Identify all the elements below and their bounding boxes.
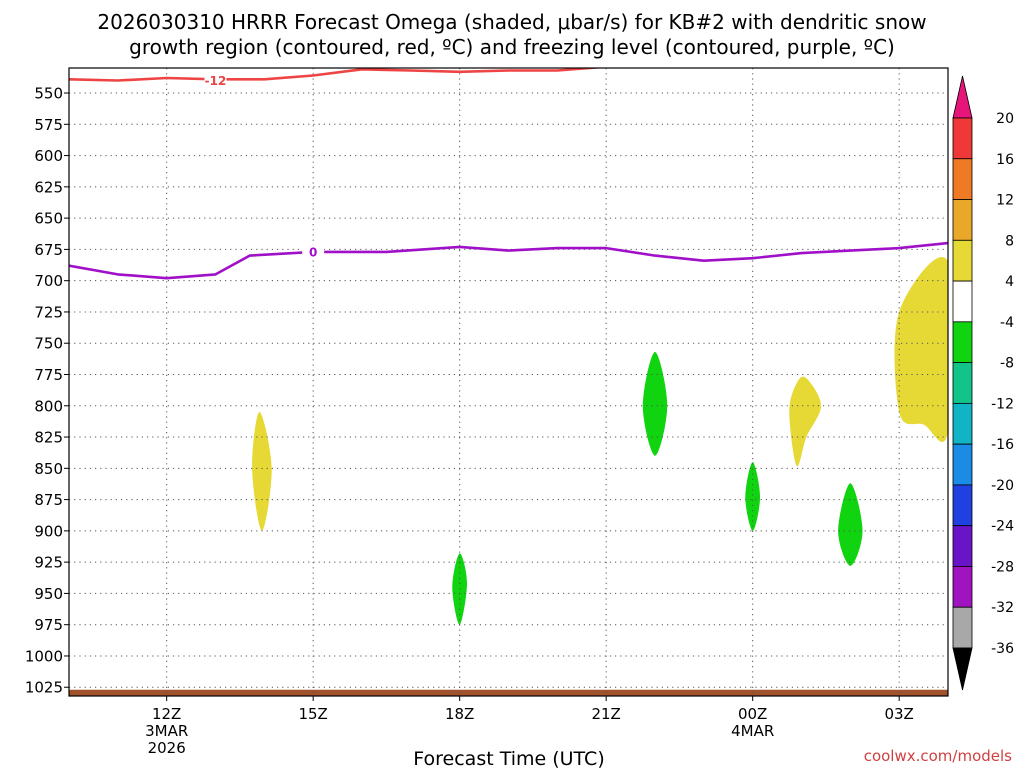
y-tick-label: 700 (34, 272, 63, 290)
colorbar-level-label: -28 (991, 559, 1014, 575)
y-tick-label: 950 (34, 585, 63, 603)
chart-title-line2: growth region (contoured, red, ºC) and f… (129, 35, 895, 59)
colorbar-level-label: -8 (1000, 356, 1014, 372)
contour-label-bg (302, 244, 325, 259)
y-tick-label: 725 (34, 303, 63, 321)
colorbar: 20 16 12 8 4 -4 -8 -12 -16 -20 -24 -28 -32 -36 (952, 75, 1014, 691)
y-tick-label: 850 (34, 460, 63, 478)
colorbar-band (952, 321, 973, 364)
x-tick-label: 03Z (884, 705, 913, 723)
colorbar-band (952, 402, 973, 445)
contour-line (69, 68, 607, 82)
plot-frame (68, 67, 949, 697)
omega-shaded-region (745, 462, 760, 531)
y-tick-label: 675 (34, 241, 63, 259)
colorbar-level-label: -20 (991, 478, 1014, 494)
y-tick-label: 875 (34, 491, 63, 509)
x-tick-date-label: 3MAR (145, 722, 188, 740)
colorbar-level-label: 8 (1005, 233, 1014, 249)
y-tick-label: 800 (34, 397, 63, 415)
credit-text: coolwx.com/models (864, 747, 1012, 765)
colorbar-band (952, 362, 973, 404)
plot-area: -12 0 (69, 68, 948, 696)
colorbar-band (952, 117, 973, 160)
colorbar-level-label: -32 (991, 600, 1014, 616)
contour-label: 0 (309, 245, 317, 259)
x-tick-label: 18Z (445, 705, 474, 723)
y-tick-label: 650 (34, 210, 63, 228)
colorbar-band (952, 158, 973, 200)
plot-content: -12 0 (69, 68, 948, 696)
colorbar-band (952, 606, 973, 649)
colorbar-level-label: -4 (1000, 315, 1014, 331)
contour-label-bg (204, 73, 227, 88)
colorbar-bottom-arrow (952, 647, 973, 691)
colorbar-band (952, 525, 973, 567)
colorbar-level-label: 4 (1005, 274, 1014, 290)
y-tick-label: 1000 (25, 647, 63, 665)
colorbar-top-arrow (952, 75, 973, 119)
surface-terrain-band (69, 689, 948, 696)
colorbar-level-label: -36 (991, 641, 1014, 657)
colorbar-level-label: 20 (996, 111, 1014, 127)
y-tick-label: 975 (34, 616, 63, 634)
colorbar-level-label: -16 (991, 437, 1014, 453)
chart-title-line1: 2026030310 HRRR Forecast Omega (shaded, … (97, 10, 926, 34)
y-tick-label: 775 (34, 366, 63, 384)
y-tick-label: 750 (34, 335, 63, 353)
colorbar-band (952, 484, 973, 527)
contour-line (69, 241, 948, 280)
colorbar-band (952, 280, 973, 323)
y-tick-label: 925 (34, 554, 63, 572)
y-tick-label: 1025 (25, 679, 63, 697)
colorbar-band (952, 239, 973, 282)
x-tick-label: 12Z (152, 705, 181, 723)
x-tick-date-label: 2026 (148, 739, 186, 757)
contour-label: -12 (205, 74, 227, 88)
omega-shaded-region (838, 483, 863, 566)
x-axis-title: Forecast Time (UTC) (413, 748, 604, 768)
colorbar-level-label: -12 (991, 396, 1014, 412)
omega-shaded-region (789, 376, 821, 467)
axes: 550 575 600 625 650 675 700 725 750 775 800 825 850 8… (25, 67, 949, 757)
colorbar-level-label: -24 (991, 519, 1014, 535)
x-tick-label: 15Z (298, 705, 327, 723)
y-tick-label: 900 (34, 522, 63, 540)
x-tick-label: 00Z (738, 705, 767, 723)
x-tick-label: 21Z (591, 705, 620, 723)
colorbar-band (952, 443, 973, 486)
colorbar-level-label: 12 (996, 193, 1014, 209)
y-tick-label: 825 (34, 429, 63, 447)
y-tick-label: 575 (34, 116, 63, 134)
y-tick-label: 550 (34, 85, 63, 103)
omega-shaded-region (252, 412, 272, 531)
colorbar-band (952, 199, 973, 241)
colorbar-level-label: 16 (996, 152, 1014, 168)
x-tick-date-label: 4MAR (731, 722, 774, 740)
colorbar-band (952, 566, 973, 608)
omega-shaded-region (894, 256, 948, 442)
omega-shaded-region (642, 352, 668, 456)
y-tick-label: 600 (34, 147, 63, 165)
y-tick-label: 625 (34, 178, 63, 196)
